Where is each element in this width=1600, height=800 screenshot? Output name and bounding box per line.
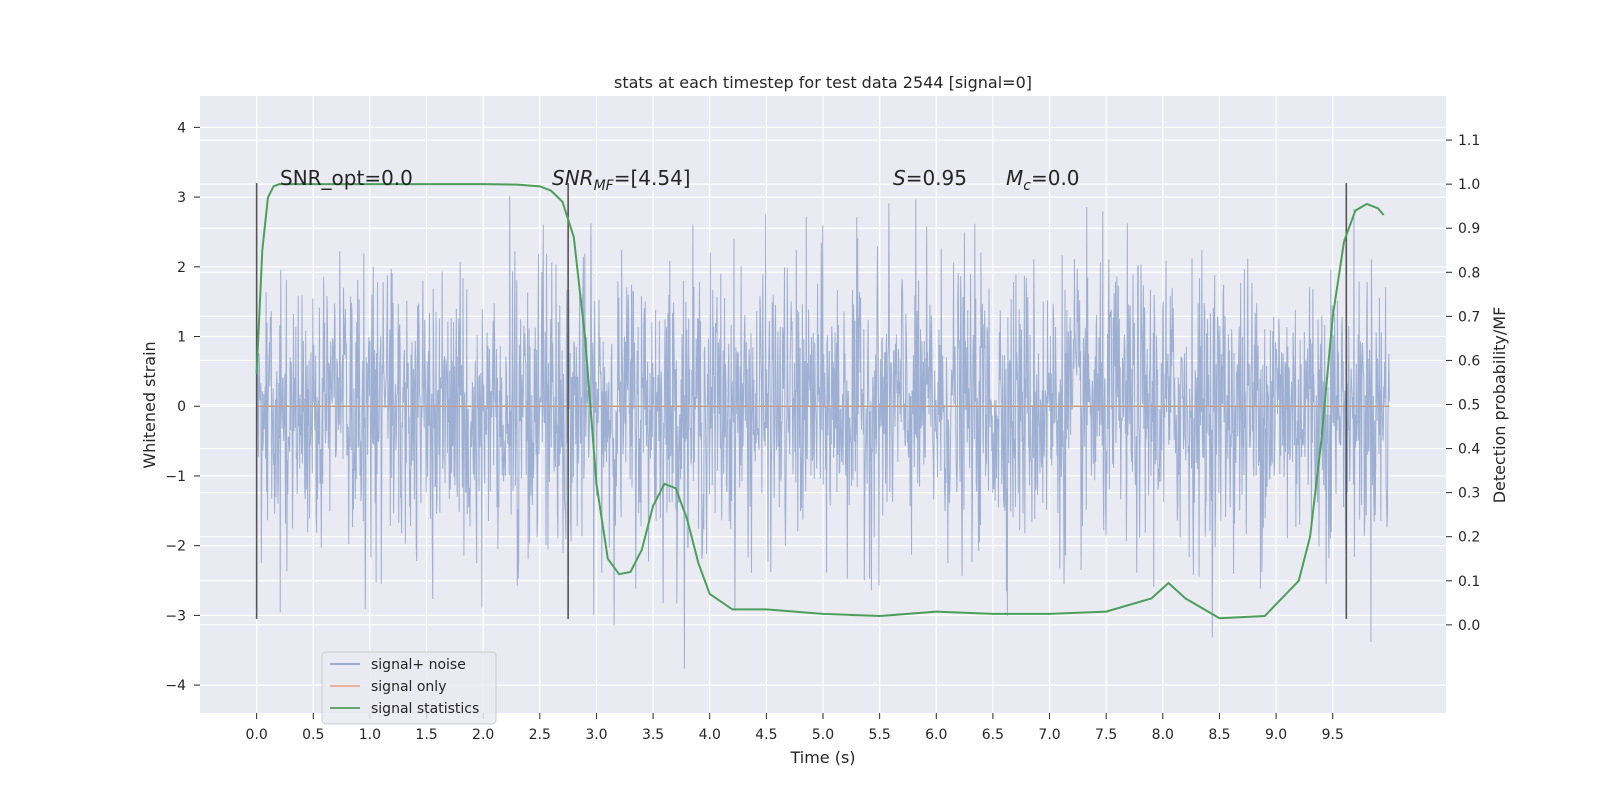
y-left-axis-label: Whitened strain [140, 341, 159, 468]
y-left-tick-label: 3 [177, 190, 186, 206]
x-tick-label: 7.0 [1038, 727, 1060, 743]
y-right-tick-label: 0.6 [1458, 353, 1480, 369]
x-tick-label: 1.0 [359, 727, 381, 743]
signal-statistics-line [255, 183, 1385, 620]
y-right-ticks: 1.1 1.0 0.9 0.8 0.7 0.6 0.5 0.4 0.3 0.2 0.1 0.0 [1446, 133, 1480, 634]
signal-noise-line [256, 196, 1390, 669]
vertical-markers [255, 183, 1348, 619]
x-tick-label: 5.0 [812, 727, 834, 743]
x-tick-label: 3.5 [642, 727, 664, 743]
y-right-tick-label: 0.1 [1458, 574, 1480, 590]
y-left-tick-label: 2 [177, 260, 186, 276]
annotation-mc: Mc=0.0 [1006, 166, 1080, 194]
x-tick-label: 5.5 [869, 727, 891, 743]
x-tick-label: 9.5 [1322, 727, 1344, 743]
x-tick-label: 8.5 [1208, 727, 1230, 743]
x-tick-label: 3.0 [585, 727, 607, 743]
x-tick-label: 0.0 [246, 727, 268, 743]
y-right-tick-label: 1.0 [1458, 177, 1480, 193]
annotation-s-value: =0.95 [906, 166, 967, 190]
y-right-axis-label: Detection probability/MF [1490, 307, 1509, 504]
annotation-mc-label: M [1006, 166, 1023, 190]
y-left-tick-label: −4 [165, 678, 186, 694]
annotation-snr-mf-sub: MF [594, 178, 615, 194]
x-tick-label: 8.0 [1152, 727, 1174, 743]
chart-title: stats at each timestep for test data 254… [614, 73, 1032, 92]
annotation-snr-mf-value: =[4.54] [614, 166, 691, 190]
legend-label-signal-statistics: signal statistics [371, 701, 479, 717]
y-right-tick-label: 0.5 [1458, 398, 1480, 414]
legend: signal+ noise signal only signal statist… [321, 651, 497, 725]
y-right-tick-label: 0.0 [1458, 618, 1480, 634]
annotation-mc-sub: c [1023, 178, 1031, 194]
y-right-tick-label: 0.3 [1458, 486, 1480, 502]
annotation-snr-mf: SNRMF=[4.54] [552, 166, 691, 194]
annotation-s-label: S [893, 166, 906, 190]
annotation-snr-opt: SNR_opt=0.0 [280, 166, 413, 190]
x-tick-label: 6.5 [982, 727, 1004, 743]
y-left-tick-label: −2 [165, 539, 186, 555]
x-tick-label: 4.5 [755, 727, 777, 743]
legend-label-signal-noise: signal+ noise [371, 657, 466, 673]
y-left-tick-label: −3 [165, 608, 186, 624]
annotation-mc-value: =0.0 [1031, 166, 1080, 190]
y-right-tick-label: 0.7 [1458, 309, 1480, 325]
x-tick-label: 2.5 [529, 727, 551, 743]
x-ticks: 0.0 0.5 1.0 1.5 2.0 2.5 3.0 3.5 4.0 4.5 5.0 5.5 6.0 6… [246, 713, 1344, 743]
x-tick-label: 2.0 [472, 727, 494, 743]
x-tick-label: 9.0 [1265, 727, 1287, 743]
signal-noise-series [256, 196, 1390, 669]
y-right-tick-label: 0.8 [1458, 265, 1480, 281]
x-tick-label: 6.0 [925, 727, 947, 743]
x-axis-label: Time (s) [789, 748, 855, 767]
y-right-tick-label: 0.9 [1458, 221, 1480, 237]
signal-statistics-series [255, 183, 1385, 620]
y-left-ticks: 4 3 2 1 0 −1 −2 −3 −4 [165, 120, 200, 694]
legend-box [321, 651, 497, 725]
x-tick-label: 1.5 [415, 727, 437, 743]
y-left-tick-label: 0 [177, 399, 186, 415]
y-left-tick-label: −1 [165, 469, 186, 485]
y-right-tick-label: 1.1 [1458, 133, 1480, 149]
annotation-snr-mf-label: SNR [552, 166, 594, 190]
y-left-tick-label: 1 [177, 330, 186, 346]
x-tick-label: 7.5 [1095, 727, 1117, 743]
y-right-tick-label: 0.2 [1458, 530, 1480, 546]
y-right-tick-label: 0.4 [1458, 442, 1480, 458]
y-left-tick-label: 4 [177, 120, 186, 136]
annotation-s: S=0.95 [893, 166, 967, 190]
legend-label-signal-only: signal only [371, 679, 446, 695]
x-tick-label: 4.0 [699, 727, 721, 743]
x-tick-label: 0.5 [302, 727, 324, 743]
